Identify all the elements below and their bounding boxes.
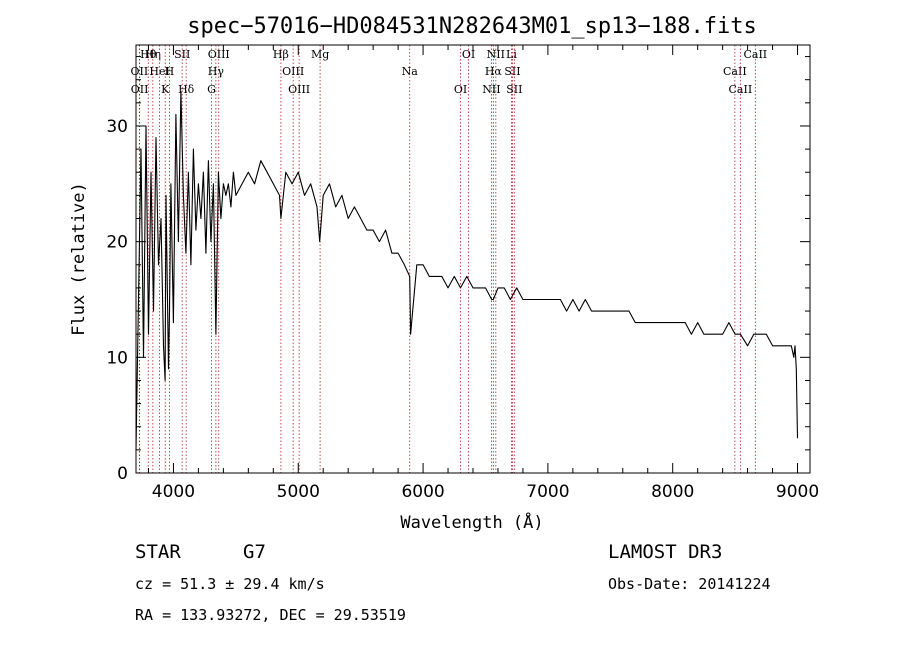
x-tick-label: 6000 bbox=[401, 482, 444, 502]
spectrum-line bbox=[135, 90, 799, 450]
spectral-line-label: Hγ bbox=[208, 65, 225, 78]
y-tick-label: 10 bbox=[106, 348, 128, 368]
x-tick-label: 9000 bbox=[776, 482, 819, 502]
spectral-line-label: H bbox=[165, 65, 175, 78]
spectral-line-label: HeI bbox=[149, 65, 169, 78]
spectral-line-label: OI bbox=[454, 83, 467, 96]
spectral-line-label: OIII bbox=[208, 48, 230, 61]
spectral-line-label: OI bbox=[462, 48, 475, 61]
spectral-line-label: K bbox=[161, 83, 170, 96]
observation-date: Obs-Date: 20141224 bbox=[608, 575, 771, 593]
spectral-line-label: SII bbox=[174, 48, 190, 61]
y-axis-ticks: 0 10 20 30 bbox=[106, 56, 810, 484]
spectral-line-label: CaII bbox=[729, 83, 753, 96]
coordinates: RA = 133.93272, DEC = 29.53519 bbox=[135, 606, 406, 624]
object-subclass: G7 bbox=[243, 541, 266, 563]
chart-title: spec−57016−HD084531N282643M01_sp13−188.f… bbox=[187, 14, 757, 39]
spectral-line-label: Hβ bbox=[273, 48, 289, 61]
spectral-line-label: G bbox=[207, 83, 216, 96]
x-tick-label: 4000 bbox=[152, 482, 195, 502]
x-tick-label: 8000 bbox=[651, 482, 694, 502]
survey-name: LAMOST DR3 bbox=[608, 541, 722, 563]
spectral-line-label: Hα bbox=[485, 65, 503, 78]
spectral-line-markers: Hθ OII OII Hη HeI K SII HHδ OIII Hγ G Hβ OIII OIII Mg N… bbox=[131, 45, 767, 473]
spectral-line-label: Mg bbox=[311, 48, 329, 61]
redshift-value: cz = 51.3 ± 29.4 km/s bbox=[135, 575, 325, 593]
y-axis-label: Flux (relative) bbox=[69, 182, 89, 336]
y-tick-label: 0 bbox=[117, 464, 128, 484]
spectral-line-label: OII bbox=[131, 83, 149, 96]
spectral-line-label: CaII bbox=[723, 65, 747, 78]
x-tick-label: 5000 bbox=[277, 482, 320, 502]
spectral-line-label: Hη bbox=[145, 48, 161, 61]
x-axis-label: Wavelength (Å) bbox=[400, 511, 543, 533]
spectral-line-label: NII bbox=[482, 83, 500, 96]
spectral-line-label: NII bbox=[487, 48, 505, 61]
x-tick-label: 7000 bbox=[526, 482, 569, 502]
spectral-line-label: OII bbox=[131, 65, 149, 78]
x-axis-ticks: 4000 5000 6000 7000 8000 9000 bbox=[147, 45, 819, 502]
spectral-line-label: Na bbox=[402, 65, 419, 78]
y-tick-label: 20 bbox=[106, 233, 128, 253]
spectral-line-label: Hθ bbox=[140, 48, 157, 61]
spectral-line-label: OIII bbox=[288, 83, 310, 96]
spectral-line-label: CaII bbox=[743, 48, 767, 61]
spectral-line-label: OIII bbox=[282, 65, 304, 78]
object-class: STAR bbox=[135, 541, 181, 563]
spectral-line-label: SII bbox=[504, 65, 520, 78]
spectral-line-label: Hδ bbox=[178, 83, 195, 96]
y-tick-label: 30 bbox=[106, 117, 128, 137]
spectral-line-label: SII bbox=[506, 83, 522, 96]
spectral-line-label: Li bbox=[506, 48, 517, 61]
spectrum-series bbox=[135, 90, 799, 450]
